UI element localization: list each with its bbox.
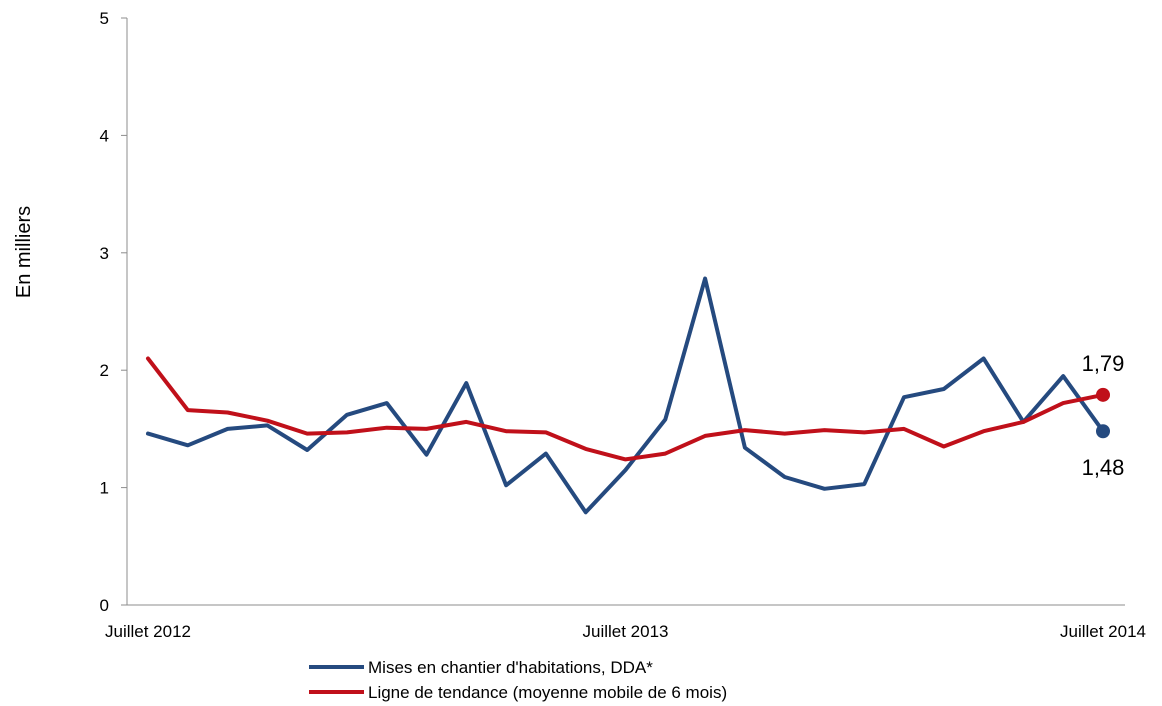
x-tick-label: Juillet 2014 [1060,622,1146,641]
series-line-2 [146,356,1105,462]
y-tick-label: 5 [100,9,109,28]
legend-label-1: Mises en chantier d'habitations, DDA* [368,658,653,677]
x-tick-label: Juillet 2013 [582,622,668,641]
y-tick-label: 2 [100,361,109,380]
end-value-label-1: 1,48 [1082,455,1125,480]
y-axis-title: En milliers [13,206,35,298]
series-line-1 [146,276,1105,515]
series-lines [146,276,1110,515]
series-end-point-2 [1096,387,1110,402]
legend: Mises en chantier d'habitations, DDA* Lig… [309,658,727,702]
y-tick-label: 1 [100,479,109,498]
y-tick-label: 0 [100,596,109,615]
x-axis: Juillet 2012 Juillet 2013 Juillet 2014 [105,604,1146,641]
legend-label-2: Ligne de tendance (moyenne mobile de 6 m… [368,683,727,702]
end-value-labels: 1,48 1,79 [1082,351,1125,480]
y-axis: 0 1 2 3 4 5 [100,9,128,615]
y-tick-label: 4 [100,126,109,145]
end-value-label-2: 1,79 [1082,351,1125,376]
series-end-point-1 [1096,424,1110,439]
x-tick-label: Juillet 2012 [105,622,191,641]
y-tick-label: 3 [100,244,109,263]
